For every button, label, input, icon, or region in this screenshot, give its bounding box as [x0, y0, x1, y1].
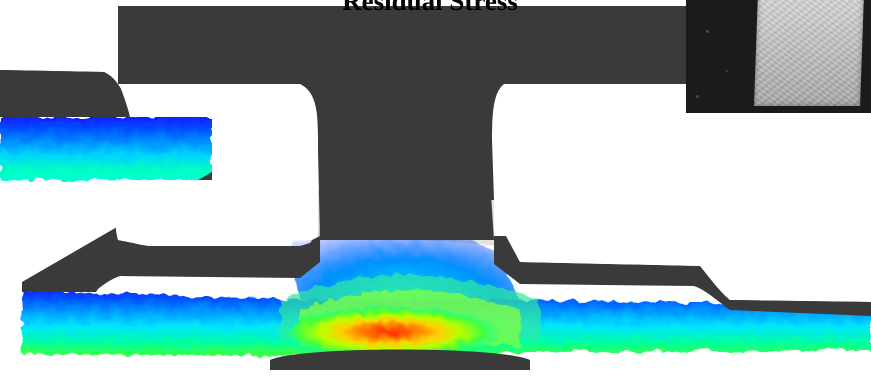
photo-speck — [696, 95, 699, 98]
photo-speck — [706, 30, 709, 33]
photo-speck — [726, 70, 728, 72]
figure-title: Residual Stress — [342, 0, 518, 16]
bottom-stress-band — [22, 200, 871, 358]
u-gaps — [115, 84, 871, 300]
fabric-sample — [754, 0, 864, 106]
structure-arms — [0, 70, 871, 312]
left-stress-strip — [0, 117, 212, 180]
neck-stress-top — [318, 190, 494, 246]
neck — [300, 84, 504, 200]
fabric-photo — [686, 0, 871, 113]
